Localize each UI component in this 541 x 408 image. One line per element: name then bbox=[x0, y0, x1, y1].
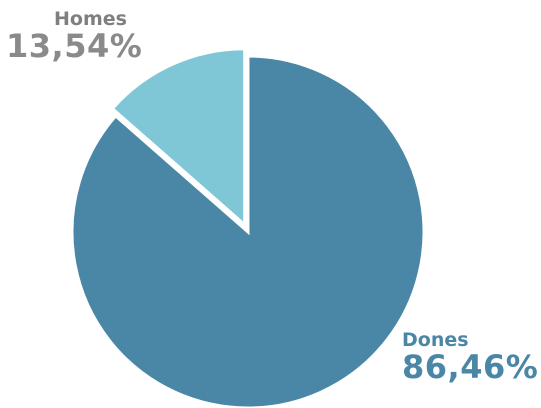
slice-name-dones: Dones bbox=[402, 329, 469, 351]
pie-slices bbox=[70, 47, 426, 408]
slice-value-homes: 13,54% bbox=[6, 27, 143, 65]
pie-slice-dones bbox=[70, 54, 426, 408]
slice-name-homes: Homes bbox=[54, 8, 127, 30]
slice-label-dones: Dones 86,46% bbox=[402, 329, 539, 386]
pie-slice-homes bbox=[110, 47, 247, 229]
slice-value-dones: 86,46% bbox=[402, 348, 539, 386]
slice-label-homes: Homes 13,54% bbox=[6, 8, 143, 65]
